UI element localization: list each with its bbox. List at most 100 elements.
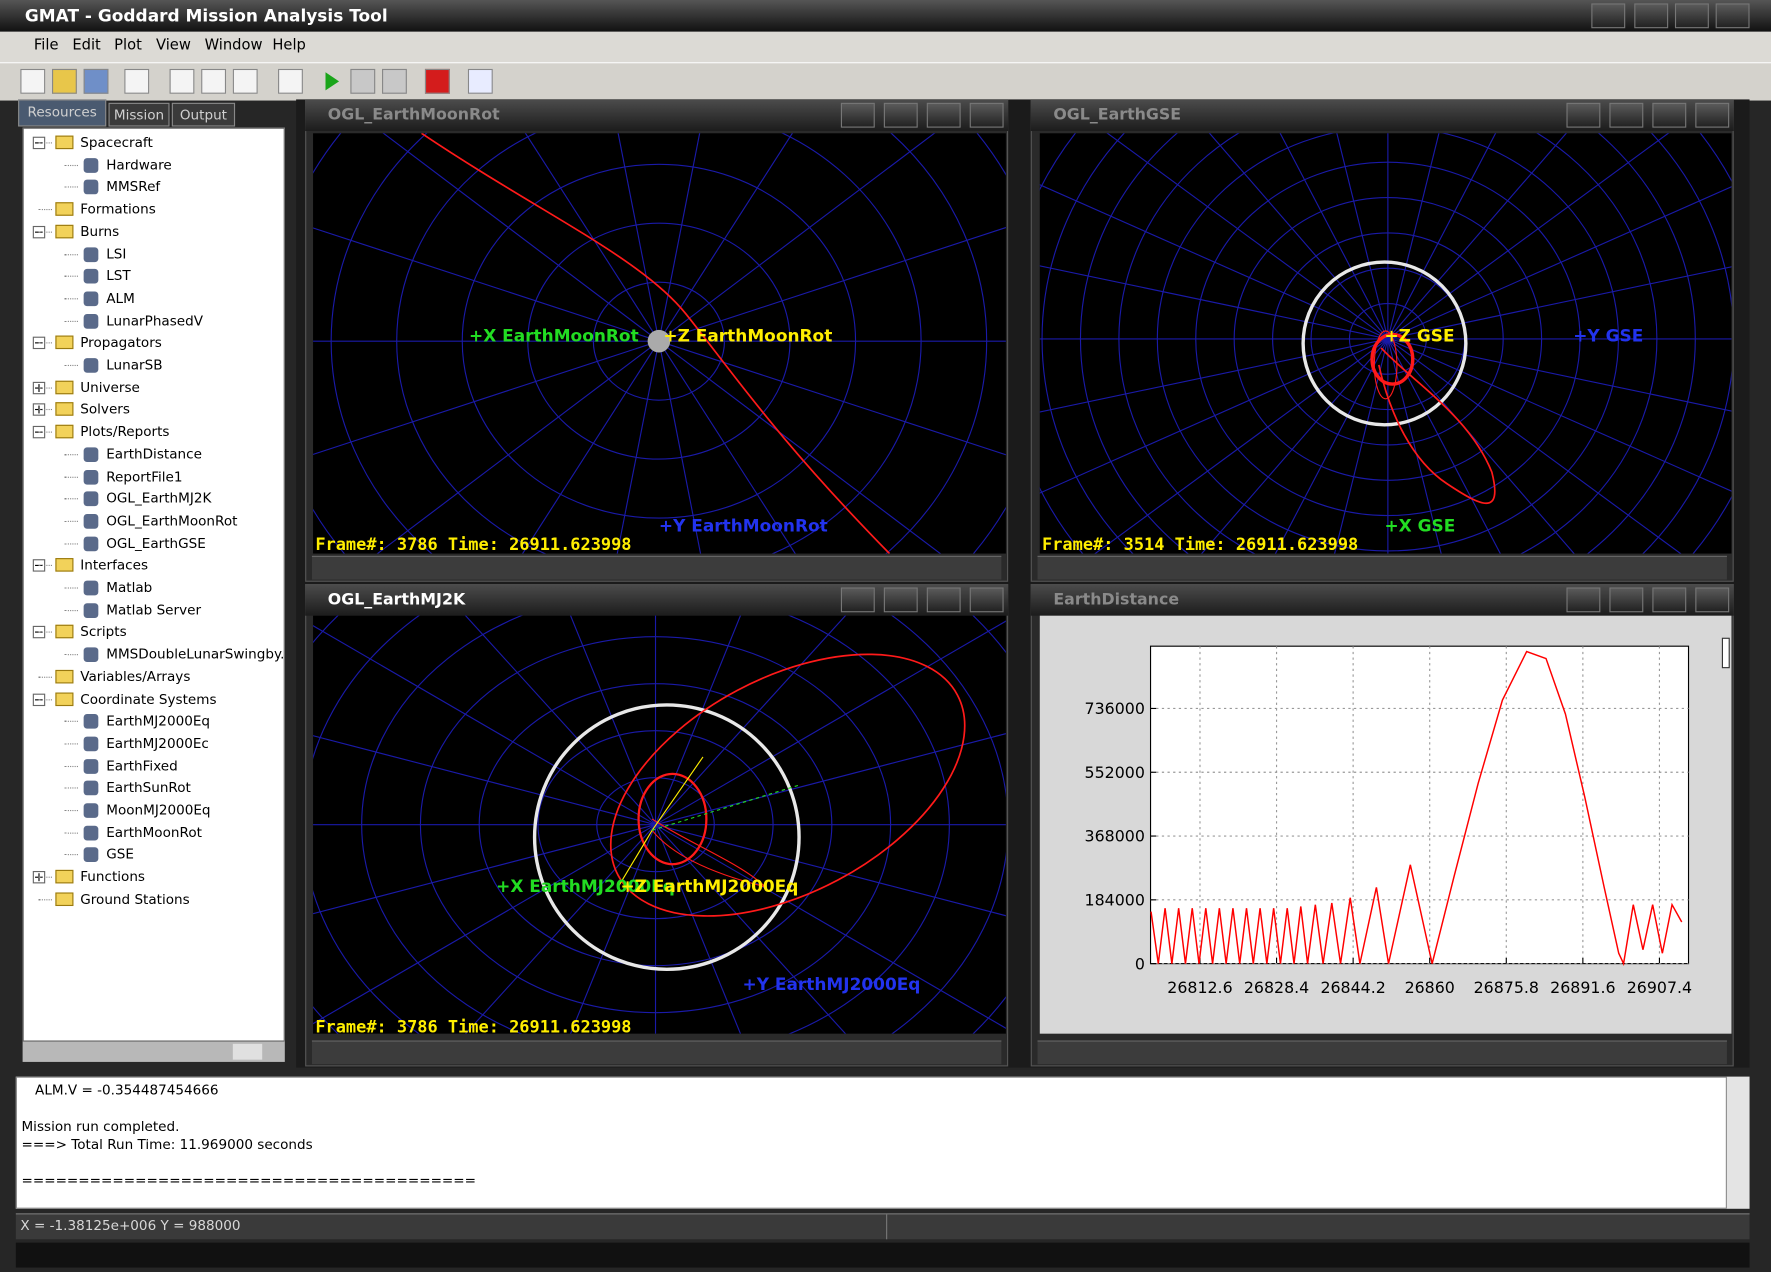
close-all-button[interactable] — [424, 68, 450, 94]
tab[interactable]: Output — [171, 102, 236, 127]
new-button[interactable] — [20, 68, 46, 94]
y-tick-label: 552000 — [1085, 763, 1145, 782]
grid-spoke — [1279, 133, 1389, 340]
plot-scroll-handle — [1721, 637, 1730, 669]
menu-item[interactable]: Plot — [114, 37, 142, 55]
menu-item[interactable]: Edit — [72, 37, 101, 55]
pause-button[interactable] — [350, 68, 376, 94]
child-scrollbar[interactable] — [1037, 1040, 1727, 1065]
menu-item[interactable]: View — [155, 37, 191, 55]
tree-connector — [38, 876, 52, 878]
trajectory — [1373, 330, 1398, 400]
tree-label[interactable]: EarthDistance — [106, 446, 202, 462]
tree-label[interactable]: OGL_EarthGSE — [106, 535, 206, 551]
child-button[interactable] — [1566, 587, 1601, 613]
tree-label[interactable]: Universe — [80, 379, 140, 396]
tree-label[interactable]: Propagators — [80, 334, 162, 351]
tree-label[interactable]: Burns — [80, 223, 120, 240]
tree-label[interactable]: MMSDoubleLunarSwingby. — [106, 646, 285, 663]
tree-connector — [64, 609, 78, 611]
cut-button[interactable] — [201, 68, 227, 94]
child-button[interactable] — [1609, 102, 1644, 128]
tree-icon — [83, 491, 99, 507]
tree-label[interactable]: MMSRef — [106, 178, 161, 195]
tree-label[interactable]: Formations — [80, 201, 156, 218]
tree-label[interactable]: LunarPhasedV — [106, 312, 204, 329]
grid-spoke — [464, 615, 656, 826]
child-scrollbar[interactable] — [311, 1040, 1002, 1065]
tree-label[interactable]: Plots/Reports — [80, 423, 170, 440]
child-button[interactable] — [1566, 102, 1601, 128]
tree-label[interactable]: ALM — [106, 290, 135, 307]
grid-spoke — [654, 615, 742, 825]
child-button[interactable] — [1609, 587, 1644, 613]
child-button[interactable] — [883, 587, 918, 613]
child-button[interactable] — [1695, 587, 1730, 613]
tree-label[interactable]: Interfaces — [80, 557, 149, 574]
child-title: EarthDistance — [1053, 590, 1180, 609]
tree-label[interactable]: GSE — [106, 846, 134, 863]
tree-icon — [83, 647, 99, 663]
minimize-button[interactable] — [1634, 3, 1669, 29]
child-button[interactable] — [969, 102, 1004, 128]
moon-orbit — [532, 703, 801, 971]
menu-item[interactable]: File — [33, 37, 59, 55]
help-button[interactable] — [467, 68, 493, 94]
child-button[interactable] — [1652, 587, 1687, 613]
child-button[interactable] — [840, 102, 875, 128]
tree-label[interactable]: Functions — [80, 868, 146, 885]
child-button[interactable] — [1695, 102, 1730, 128]
tree-label[interactable]: EarthFixed — [106, 757, 178, 774]
tree-label[interactable]: LunarSB — [106, 356, 163, 373]
copy-button[interactable] — [169, 68, 195, 94]
print-button[interactable] — [278, 68, 303, 94]
menu-item[interactable]: Help — [272, 37, 306, 55]
child-button[interactable] — [926, 102, 961, 128]
tree-label[interactable]: Solvers — [80, 401, 130, 418]
tree-label[interactable]: Matlab Server — [106, 601, 202, 618]
system-button[interactable] — [1591, 3, 1626, 29]
script-button[interactable] — [124, 68, 150, 94]
child-button[interactable] — [883, 102, 918, 128]
tree-label[interactable]: ReportFile1 — [106, 468, 183, 485]
tree-label[interactable]: Variables/Arrays — [80, 668, 191, 685]
tree-icon — [55, 892, 74, 906]
menu-item[interactable]: Window — [204, 37, 263, 55]
maximize-button[interactable] — [1674, 3, 1709, 29]
tree-label[interactable]: Spacecraft — [80, 134, 153, 151]
tree-label[interactable]: EarthMJ2000Ec — [106, 735, 209, 752]
tree-label[interactable]: OGL_EarthMoonRot — [106, 512, 238, 529]
child-button[interactable] — [840, 587, 875, 613]
tree-label[interactable]: Coordinate Systems — [80, 690, 217, 707]
tree-connector — [38, 565, 52, 567]
tree-label[interactable]: Matlab — [106, 579, 153, 596]
tree-label[interactable]: MoonMJ2000Eq — [106, 802, 211, 818]
save-button[interactable] — [83, 68, 109, 94]
child-button[interactable] — [1652, 102, 1687, 128]
tree-label[interactable]: Ground Stations — [80, 891, 190, 907]
tree-label[interactable]: EarthMoonRot — [106, 824, 202, 841]
tree-label[interactable]: Hardware — [106, 156, 172, 173]
paste-button[interactable] — [232, 68, 258, 94]
tree-label[interactable]: LSI — [106, 245, 127, 262]
scroll-thumb[interactable] — [232, 1043, 263, 1060]
grid-spoke — [1387, 338, 1575, 554]
output-scrollbar[interactable] — [1726, 1076, 1750, 1209]
tab[interactable]: Resources — [18, 99, 107, 127]
grid-spoke — [658, 133, 793, 342]
tree-label[interactable]: EarthSunRot — [106, 779, 191, 796]
child-button[interactable] — [926, 587, 961, 613]
tree-label[interactable]: Scripts — [80, 624, 127, 640]
child-button[interactable] — [969, 587, 1004, 613]
child-scrollbar[interactable] — [1037, 555, 1727, 580]
tree-label[interactable]: OGL_EarthMJ2K — [106, 490, 212, 507]
tab[interactable]: Mission — [108, 102, 170, 127]
close-button[interactable] — [1715, 3, 1750, 29]
run-button[interactable] — [318, 68, 344, 94]
tree-label[interactable]: EarthMJ2000Eq — [106, 713, 211, 729]
child-scrollbar[interactable] — [311, 555, 1002, 580]
stop-button[interactable] — [382, 68, 407, 94]
tree-label[interactable]: LST — [106, 267, 131, 284]
open-button[interactable] — [51, 68, 77, 94]
